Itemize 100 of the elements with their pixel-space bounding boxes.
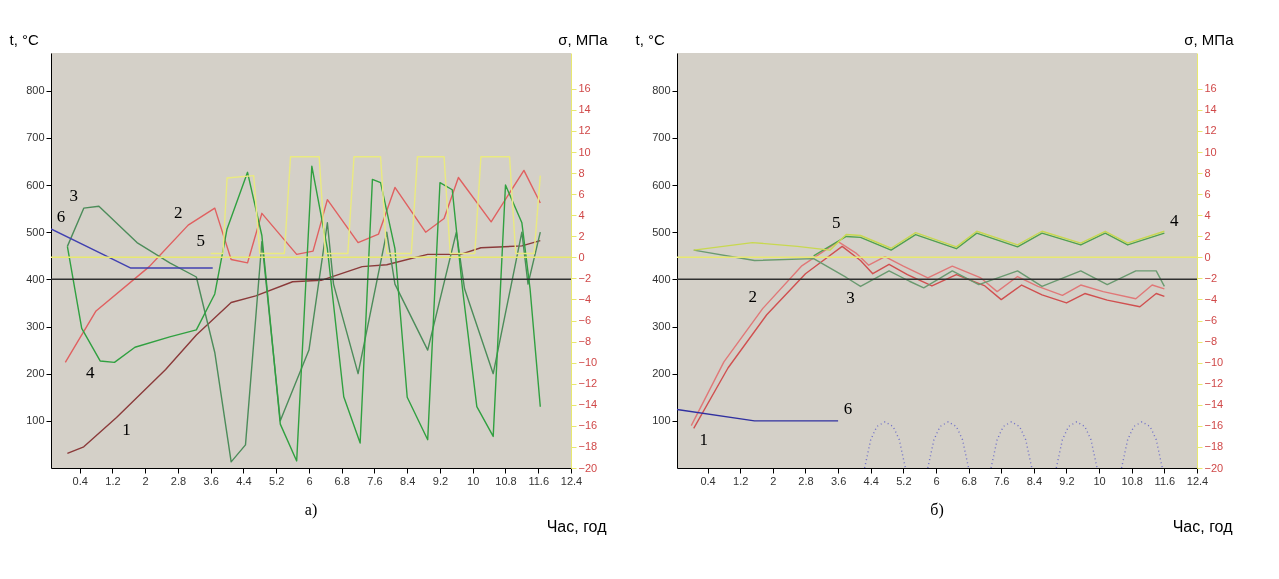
x-tick-label: 0.4 [72,474,88,487]
y-tick-label: 200 [652,367,671,380]
x-tick-label: 7.6 [994,474,1010,487]
y-tick-label: 800 [652,84,671,97]
series-label: 2 [173,203,183,223]
y-tick-label: 100 [26,414,45,427]
x-tick-label: 3.6 [203,474,219,487]
y2-tick-label: 4 [578,208,585,221]
x-tick-label: 11.6 [528,474,550,487]
series-label: 6 [843,398,853,418]
series-label: 3 [69,186,79,206]
y2-tick-label: −8 [578,335,592,348]
x-tick-label: 3.6 [830,474,847,487]
y2-tick-label: 0 [1204,250,1211,263]
x-tick-label: 5.2 [269,474,285,487]
x-axis-title: Час, год [1172,517,1234,535]
series-label: 1 [122,419,131,439]
y2-tick-label: −16 [578,419,598,432]
y2-tick-label: 16 [578,82,591,95]
y2-tick-label: −16 [1204,419,1224,432]
x-tick-label: 6.8 [961,474,977,487]
y2-tick-label: −18 [578,440,598,453]
x-tick-label: 9.2 [1059,474,1075,487]
y-tick-label: 800 [26,84,45,97]
x-axis-title: Час, год [546,517,608,535]
x-tick-label: 2.8 [170,474,187,487]
y2-tick-label: 4 [1204,208,1211,221]
y2-tick-label: 14 [1204,103,1217,116]
x-tick-label: 6.8 [334,474,350,487]
y2-tick-label: −2 [578,271,592,284]
series-label: 3 [846,288,855,308]
y-tick-label: 100 [652,414,671,427]
x-tick-label: 2 [770,474,777,487]
y2-tick-label: 8 [578,166,585,179]
y2-tick-label: −4 [1204,292,1218,305]
text: б) [930,501,944,519]
x-tick-label: 7.6 [367,474,383,487]
y2-tick-label: 12 [1204,124,1217,137]
x-tick-label: 5.2 [896,474,912,487]
y2-tick-label: 0 [578,250,585,263]
x-tick-label: 1.2 [105,474,121,487]
x-tick-label: 4.4 [863,474,879,487]
y-axis-title: t, °C [9,30,39,48]
y2-tick-label: −10 [1204,356,1224,369]
y-tick-label: 600 [652,178,671,191]
x-tick-label: 2 [142,474,149,487]
y2-axis-title: σ, МПа [558,30,609,48]
y2-tick-label: −18 [1204,440,1224,453]
y-tick-label: 700 [26,131,45,144]
y2-tick-label: 10 [578,145,591,158]
series-label: 1 [699,430,708,450]
y-tick-label: 300 [26,320,45,333]
y2-tick-label: 10 [1204,145,1217,158]
x-tick-label: 8.4 [400,474,416,487]
y-tick-label: 300 [652,320,671,333]
y-tick-label: 500 [652,225,671,238]
y2-tick-label: −4 [578,292,592,305]
y2-tick-label: 14 [578,103,591,116]
y2-tick-label: −20 [1204,461,1224,474]
y2-tick-label: 2 [578,229,585,242]
series-label: 4 [1170,211,1180,231]
y2-tick-label: 8 [1204,166,1211,179]
x-tick-label: 4.4 [236,474,252,487]
y2-tick-label: 6 [1204,187,1211,200]
series-label: 4 [85,362,95,382]
y-tick-label: 600 [26,178,45,191]
y2-axis-title: σ, МПа [1184,30,1235,48]
x-tick-label: 12.4 [560,474,583,487]
series-label: 5 [832,212,841,232]
y2-tick-label: −2 [1204,271,1218,284]
y2-tick-label: −20 [578,461,598,474]
x-tick-label: 8.4 [1026,474,1043,487]
y2-tick-label: 6 [578,187,585,200]
x-tick-label: 11.6 [1154,474,1176,487]
y-tick-label: 500 [26,225,45,238]
text: а) [304,501,318,519]
x-tick-label: 0.4 [700,474,716,487]
x-tick-label: 9.2 [432,474,449,487]
series-label: 5 [196,231,205,251]
x-tick-label: 1.2 [733,474,749,487]
x-tick-label: 10.8 [1121,474,1143,487]
y2-tick-label: −14 [578,398,598,411]
y2-tick-label: −14 [1204,398,1224,411]
x-tick-label: 10.8 [495,474,517,487]
y-tick-label: 400 [26,272,45,285]
x-tick-label: 10 [467,474,480,487]
y2-tick-label: 12 [578,124,591,137]
y2-tick-label: −12 [1204,377,1224,390]
y2-tick-label: −6 [578,314,592,327]
y2-tick-label: 2 [1204,229,1211,242]
y2-tick-label: −10 [578,356,598,369]
y-tick-label: 200 [26,367,45,380]
y-axis-title: t, °C [635,30,665,48]
y-tick-label: 700 [652,131,671,144]
y2-tick-label: −8 [1204,335,1218,348]
x-tick-label: 6 [306,474,313,487]
x-tick-label: 12.4 [1186,474,1209,487]
y2-tick-label: −12 [578,377,598,390]
y2-tick-label: −6 [1204,314,1218,327]
series-label: 2 [748,286,757,306]
